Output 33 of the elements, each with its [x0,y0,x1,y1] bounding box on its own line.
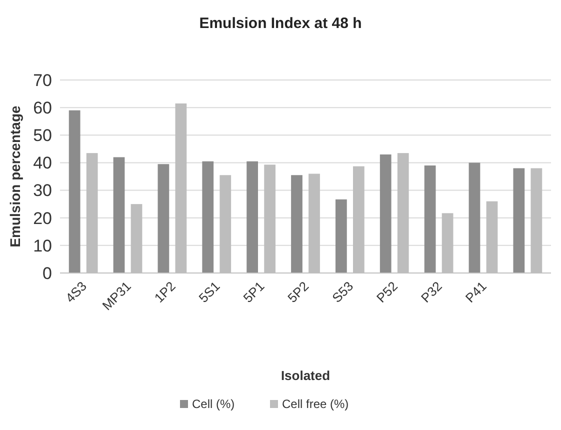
x-tick-label: 5P2 [284,278,312,306]
bar [68,110,80,273]
y-tick-label: 70 [33,70,52,90]
y-tick-label: 0 [42,264,52,283]
chart-title: Emulsion Index at 48 h [199,15,362,32]
y-tick-label: 30 [33,181,52,200]
x-tick-label: S53 [329,278,356,306]
y-tick-label: 50 [33,126,52,146]
bar [380,154,392,273]
x-tick-label: 5S1 [196,278,223,306]
y-tick-label: 40 [33,154,52,173]
x-tick-label: P52 [374,278,400,306]
bar [158,164,170,273]
x-tick-label: P32 [418,278,445,306]
x-tick-label: 1P2 [151,278,178,306]
x-tick-label: 4S3 [62,278,90,306]
y-axis-title: Emulsion percentage [7,105,23,248]
bar [202,161,214,273]
bar [468,162,480,273]
legend-label: Cell free (%) [282,397,349,411]
y-tick-label: 10 [33,236,52,256]
bar [246,161,258,273]
y-tick-label: 60 [33,98,52,118]
y-tick-label: 20 [33,208,52,228]
x-tick-label: P41 [462,278,490,306]
bar [113,157,125,273]
bar [424,165,436,273]
x-tick-label: 5P1 [240,278,268,306]
bar [335,199,347,273]
x-axis-title: Isolated [280,368,330,383]
bar [291,175,302,273]
bar [513,168,525,273]
legend-label: Cell (%) [192,397,235,411]
